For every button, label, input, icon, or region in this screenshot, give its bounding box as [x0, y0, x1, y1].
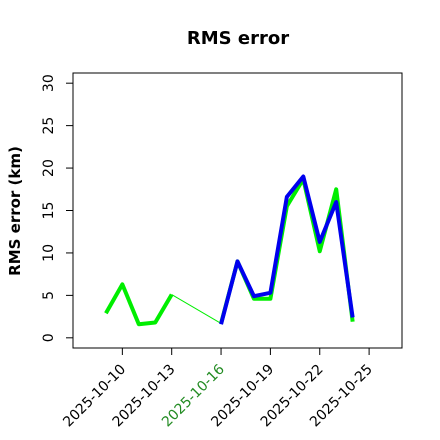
gap-connector: [171, 294, 222, 324]
chart-title: RMS error: [187, 28, 289, 49]
y-tick-label: 10: [41, 244, 57, 262]
y-tick-label: 15: [41, 202, 57, 220]
y-tick-label: 20: [41, 159, 57, 177]
y-tick-label: 25: [41, 117, 57, 135]
y-axis-label: RMS error (km): [6, 146, 24, 276]
y-tick-label: 5: [41, 291, 57, 300]
y-tick-label: 0: [41, 333, 57, 342]
series-line: [219, 174, 355, 325]
y-tick-label: 30: [41, 74, 57, 92]
series-line: [104, 177, 355, 327]
